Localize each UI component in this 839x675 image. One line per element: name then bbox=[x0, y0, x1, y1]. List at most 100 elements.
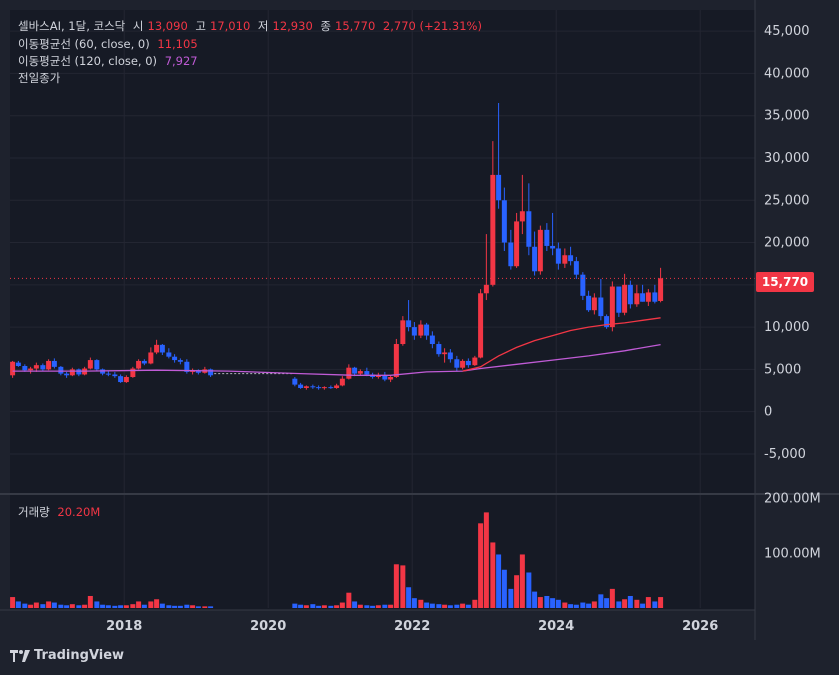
volume-bar[interactable] bbox=[357, 604, 363, 608]
volume-bar[interactable] bbox=[436, 604, 442, 608]
volume-bar[interactable] bbox=[184, 604, 190, 608]
candle-body[interactable] bbox=[51, 360, 57, 367]
candle-body[interactable] bbox=[22, 366, 28, 371]
volume-bar[interactable] bbox=[568, 604, 574, 608]
volume-bar[interactable] bbox=[334, 605, 340, 608]
volume-bar[interactable] bbox=[190, 605, 196, 608]
candle-body[interactable] bbox=[15, 362, 21, 367]
volume-bar[interactable] bbox=[627, 595, 633, 608]
volume-bar[interactable] bbox=[544, 595, 550, 608]
volume-bar[interactable] bbox=[370, 605, 376, 608]
volume-bar[interactable] bbox=[424, 602, 430, 608]
candle-body[interactable] bbox=[352, 367, 358, 374]
candle-body[interactable] bbox=[604, 316, 610, 328]
candle-body[interactable] bbox=[436, 344, 442, 355]
candle-body[interactable] bbox=[483, 284, 489, 294]
volume-bar[interactable] bbox=[514, 575, 520, 608]
volume-bar[interactable] bbox=[94, 601, 100, 608]
candle-body[interactable] bbox=[658, 278, 664, 301]
candle-body[interactable] bbox=[508, 242, 514, 267]
candle-body[interactable] bbox=[46, 360, 52, 370]
candle-body[interactable] bbox=[442, 352, 448, 355]
candle-body[interactable] bbox=[568, 255, 574, 262]
volume-bar[interactable] bbox=[573, 604, 579, 608]
volume-bar[interactable] bbox=[82, 604, 88, 608]
volume-bar[interactable] bbox=[490, 542, 496, 608]
candle-body[interactable] bbox=[532, 246, 538, 272]
candle-body[interactable] bbox=[460, 360, 466, 368]
candle-body[interactable] bbox=[172, 356, 178, 361]
volume-bar[interactable] bbox=[118, 605, 124, 608]
candle-body[interactable] bbox=[393, 344, 399, 377]
candle-body[interactable] bbox=[382, 375, 388, 380]
candle-body[interactable] bbox=[166, 352, 172, 357]
candle-body[interactable] bbox=[616, 286, 622, 313]
candle-body[interactable] bbox=[346, 367, 352, 379]
volume-bar[interactable] bbox=[454, 604, 460, 608]
candle-body[interactable] bbox=[141, 360, 147, 364]
candle-body[interactable] bbox=[148, 352, 154, 364]
candle-body[interactable] bbox=[130, 368, 136, 377]
candle-body[interactable] bbox=[195, 370, 201, 373]
candle-body[interactable] bbox=[105, 373, 111, 375]
candle-body[interactable] bbox=[64, 373, 70, 376]
volume-bar[interactable] bbox=[130, 604, 136, 608]
volume-bar[interactable] bbox=[33, 602, 39, 608]
volume-bar[interactable] bbox=[411, 598, 417, 608]
candle-body[interactable] bbox=[424, 324, 430, 336]
volume-bar[interactable] bbox=[472, 599, 478, 608]
volume-bar[interactable] bbox=[28, 604, 34, 608]
prev-close-legend[interactable]: 전일종가 bbox=[18, 70, 64, 86]
volume-bar[interactable] bbox=[154, 599, 160, 608]
candle-body[interactable] bbox=[69, 369, 75, 376]
volume-bar[interactable] bbox=[550, 598, 556, 608]
candle-body[interactable] bbox=[10, 361, 16, 376]
volume-bar[interactable] bbox=[652, 601, 658, 608]
volume-bar[interactable] bbox=[483, 512, 489, 608]
volume-bar[interactable] bbox=[658, 597, 664, 608]
candle-body[interactable] bbox=[411, 327, 417, 336]
volume-bar[interactable] bbox=[604, 598, 610, 608]
candle-body[interactable] bbox=[321, 387, 327, 389]
candle-body[interactable] bbox=[94, 360, 100, 370]
volume-bar[interactable] bbox=[562, 602, 568, 608]
volume-bar[interactable] bbox=[22, 603, 28, 608]
candle-body[interactable] bbox=[537, 229, 543, 272]
tradingview-logo[interactable]: TradingView bbox=[10, 648, 124, 663]
candle-body[interactable] bbox=[454, 359, 460, 368]
candle-body[interactable] bbox=[154, 344, 160, 353]
volume-bar[interactable] bbox=[40, 604, 46, 608]
candle-body[interactable] bbox=[112, 374, 118, 377]
volume-bar[interactable] bbox=[310, 604, 316, 608]
volume-bar[interactable] bbox=[519, 554, 525, 608]
candle-body[interactable] bbox=[388, 376, 394, 380]
volume-legend[interactable]: 거래량 20.20M bbox=[18, 504, 104, 520]
candle-body[interactable] bbox=[28, 368, 34, 371]
volume-bar[interactable] bbox=[478, 523, 484, 608]
candle-body[interactable] bbox=[298, 384, 304, 388]
symbol-name[interactable]: 셀바스AI, 1달, 코스닥 bbox=[18, 19, 126, 33]
volume-bar[interactable] bbox=[406, 587, 412, 608]
candle-body[interactable] bbox=[609, 286, 615, 328]
volume-bar[interactable] bbox=[532, 591, 538, 608]
candle-body[interactable] bbox=[118, 376, 124, 383]
candle-body[interactable] bbox=[292, 378, 298, 385]
volume-bar[interactable] bbox=[555, 599, 561, 608]
candle-body[interactable] bbox=[208, 369, 214, 376]
candle-body[interactable] bbox=[465, 360, 471, 366]
volume-bar[interactable] bbox=[418, 599, 424, 608]
candle-body[interactable] bbox=[550, 245, 556, 249]
volume-bar[interactable] bbox=[159, 603, 165, 608]
volume-bar[interactable] bbox=[46, 601, 52, 608]
candle-body[interactable] bbox=[303, 386, 309, 388]
candle-body[interactable] bbox=[328, 387, 334, 389]
volume-bar[interactable] bbox=[58, 604, 64, 608]
candle-body[interactable] bbox=[591, 297, 597, 311]
volume-bar[interactable] bbox=[645, 597, 651, 608]
candle-body[interactable] bbox=[316, 387, 322, 389]
volume-bar[interactable] bbox=[429, 603, 435, 608]
candle-body[interactable] bbox=[652, 292, 658, 302]
volume-bar[interactable] bbox=[87, 595, 93, 608]
volume-bar[interactable] bbox=[501, 569, 507, 608]
volume-bar[interactable] bbox=[51, 602, 57, 608]
